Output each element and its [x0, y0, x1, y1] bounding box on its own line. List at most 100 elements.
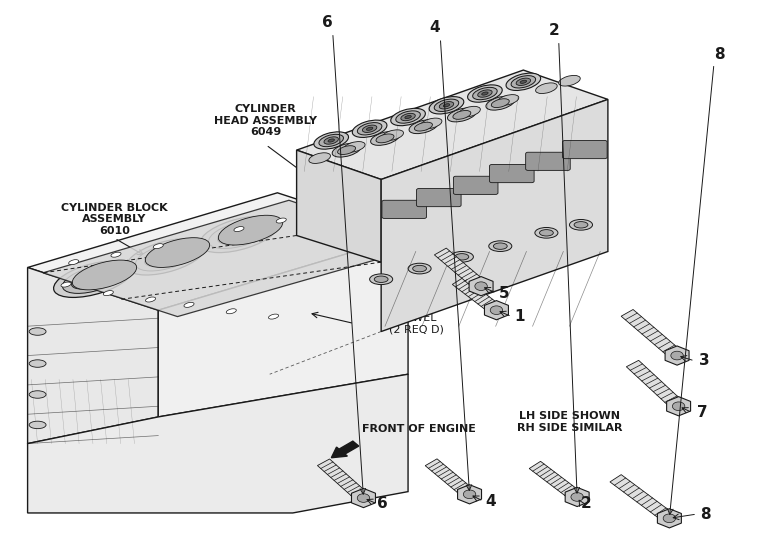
Ellipse shape — [405, 116, 411, 119]
FancyBboxPatch shape — [526, 152, 571, 170]
Ellipse shape — [477, 90, 492, 97]
Polygon shape — [452, 277, 502, 314]
Ellipse shape — [396, 111, 420, 123]
Ellipse shape — [219, 215, 283, 245]
Text: 3: 3 — [698, 354, 709, 369]
Ellipse shape — [126, 239, 206, 275]
Ellipse shape — [382, 130, 403, 141]
Ellipse shape — [72, 269, 115, 289]
Ellipse shape — [444, 104, 450, 107]
Ellipse shape — [475, 282, 487, 291]
Ellipse shape — [145, 247, 187, 267]
Ellipse shape — [357, 494, 370, 502]
Text: 2: 2 — [549, 22, 560, 37]
Ellipse shape — [324, 137, 339, 144]
Text: 8: 8 — [714, 47, 725, 62]
Ellipse shape — [72, 260, 136, 290]
Ellipse shape — [535, 227, 558, 238]
Text: CYLINDER
HEAD ASSEMBLY
6049: CYLINDER HEAD ASSEMBLY 6049 — [214, 104, 317, 137]
Polygon shape — [529, 461, 583, 501]
Polygon shape — [159, 235, 408, 417]
FancyArrow shape — [331, 441, 359, 458]
Ellipse shape — [540, 230, 554, 236]
Text: 6: 6 — [322, 14, 333, 29]
Ellipse shape — [453, 111, 471, 119]
Ellipse shape — [447, 108, 476, 122]
FancyBboxPatch shape — [490, 165, 534, 182]
Ellipse shape — [337, 146, 356, 155]
Ellipse shape — [459, 106, 480, 117]
Ellipse shape — [574, 221, 588, 228]
Polygon shape — [667, 396, 691, 416]
Polygon shape — [665, 346, 689, 365]
Ellipse shape — [429, 97, 464, 114]
FancyBboxPatch shape — [382, 200, 427, 218]
Polygon shape — [317, 459, 370, 501]
Ellipse shape — [559, 75, 581, 86]
Ellipse shape — [276, 218, 286, 223]
Ellipse shape — [332, 143, 361, 157]
Ellipse shape — [62, 265, 123, 293]
Ellipse shape — [29, 421, 46, 429]
Ellipse shape — [357, 123, 382, 135]
Ellipse shape — [370, 132, 400, 146]
Text: 7: 7 — [697, 405, 708, 420]
Ellipse shape — [491, 99, 509, 108]
Ellipse shape — [367, 127, 373, 131]
Ellipse shape — [353, 120, 387, 137]
Ellipse shape — [146, 238, 209, 268]
Ellipse shape — [420, 118, 442, 129]
Ellipse shape — [506, 73, 541, 90]
FancyBboxPatch shape — [454, 176, 498, 194]
Polygon shape — [28, 268, 159, 444]
Text: 6: 6 — [377, 496, 388, 511]
Ellipse shape — [376, 134, 394, 143]
FancyBboxPatch shape — [563, 141, 607, 159]
Ellipse shape — [494, 243, 507, 249]
Polygon shape — [28, 374, 408, 513]
Ellipse shape — [226, 309, 236, 314]
Ellipse shape — [370, 274, 393, 285]
Ellipse shape — [414, 122, 433, 131]
Ellipse shape — [217, 225, 260, 244]
Ellipse shape — [482, 92, 488, 95]
Text: LH SIDE SHOWN
RH SIDE SIMILAR: LH SIDE SHOWN RH SIDE SIMILAR — [517, 411, 622, 433]
Text: 8: 8 — [700, 507, 711, 522]
Ellipse shape — [29, 391, 46, 398]
Ellipse shape — [374, 276, 388, 282]
Ellipse shape — [663, 514, 675, 523]
Ellipse shape — [570, 219, 593, 230]
Polygon shape — [658, 509, 681, 528]
Ellipse shape — [486, 96, 514, 110]
Ellipse shape — [146, 297, 156, 302]
Text: 4: 4 — [485, 494, 496, 509]
Ellipse shape — [409, 120, 438, 134]
Polygon shape — [434, 248, 487, 289]
Text: FRONT OF ENGINE: FRONT OF ENGINE — [362, 424, 476, 434]
Text: CYLINDER BLOCK
ASSEMBLY
6010: CYLINDER BLOCK ASSEMBLY 6010 — [61, 203, 168, 236]
Ellipse shape — [497, 95, 519, 105]
Ellipse shape — [511, 75, 536, 88]
Polygon shape — [484, 301, 508, 320]
Text: 4: 4 — [430, 20, 440, 35]
Text: 5: 5 — [499, 286, 510, 301]
Ellipse shape — [184, 302, 194, 307]
Ellipse shape — [390, 109, 425, 126]
Ellipse shape — [450, 251, 474, 262]
Ellipse shape — [314, 132, 349, 149]
Ellipse shape — [489, 241, 512, 251]
Polygon shape — [296, 150, 381, 262]
Ellipse shape — [520, 80, 527, 83]
Ellipse shape — [269, 314, 279, 319]
Ellipse shape — [413, 265, 427, 272]
Text: DOWEL
(2 REQ D): DOWEL (2 REQ D) — [389, 313, 444, 334]
Polygon shape — [296, 70, 608, 179]
Ellipse shape — [328, 139, 334, 142]
Polygon shape — [565, 487, 589, 507]
Ellipse shape — [439, 102, 454, 109]
Ellipse shape — [408, 263, 431, 274]
Polygon shape — [457, 485, 481, 504]
Ellipse shape — [343, 142, 365, 152]
Ellipse shape — [536, 83, 557, 94]
Ellipse shape — [571, 493, 584, 501]
